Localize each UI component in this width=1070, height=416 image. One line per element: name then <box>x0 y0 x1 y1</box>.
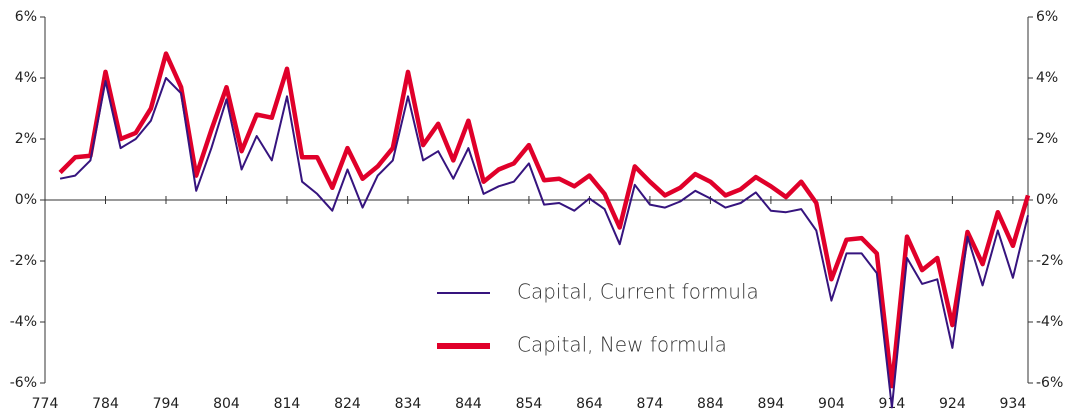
x-tick-label: 924 <box>939 396 966 412</box>
y2-tick-label: 0% <box>1036 192 1058 208</box>
line-series <box>58 51 1031 389</box>
legend-label: Capital, New formula <box>517 333 727 357</box>
x-tick-label: 894 <box>758 396 785 412</box>
legend-label: Capital, Current formula <box>517 280 759 304</box>
x-tick-label: 834 <box>395 396 422 412</box>
y-tick-label: 0% <box>15 192 37 208</box>
x-tick-label: 814 <box>274 396 301 412</box>
y2-tick-label: 6% <box>1036 9 1058 25</box>
x-tick-label: 774 <box>32 396 59 412</box>
x-tick-label: 904 <box>818 396 845 412</box>
x-tick-label: 934 <box>1000 396 1027 412</box>
y-tick-label: 4% <box>15 70 37 86</box>
y-tick-label: -6% <box>10 375 37 391</box>
y2-tick-label: -4% <box>1036 314 1063 330</box>
y2-tick-label: -6% <box>1036 375 1063 391</box>
x-tick-label: 884 <box>697 396 724 412</box>
y2-tick-label: 4% <box>1036 70 1058 86</box>
x-tick-label: 854 <box>516 396 543 412</box>
y2-tick-label: 2% <box>1036 131 1058 147</box>
x-tick-label: 784 <box>92 396 119 412</box>
y-tick-label: 6% <box>15 9 37 25</box>
y-tick-label: -2% <box>10 253 37 269</box>
y-tick-label: 2% <box>15 131 37 147</box>
x-tick-label: 804 <box>213 396 240 412</box>
x-tick-label: 794 <box>153 396 180 412</box>
y-tick-label: -4% <box>10 314 37 330</box>
x-tick-label: 864 <box>576 396 603 412</box>
x-tick-label: 844 <box>455 396 482 412</box>
x-tick-label: 874 <box>637 396 664 412</box>
x-tick-label: 824 <box>334 396 361 412</box>
line-series <box>59 77 1029 409</box>
y2-tick-label: -2% <box>1036 253 1063 269</box>
